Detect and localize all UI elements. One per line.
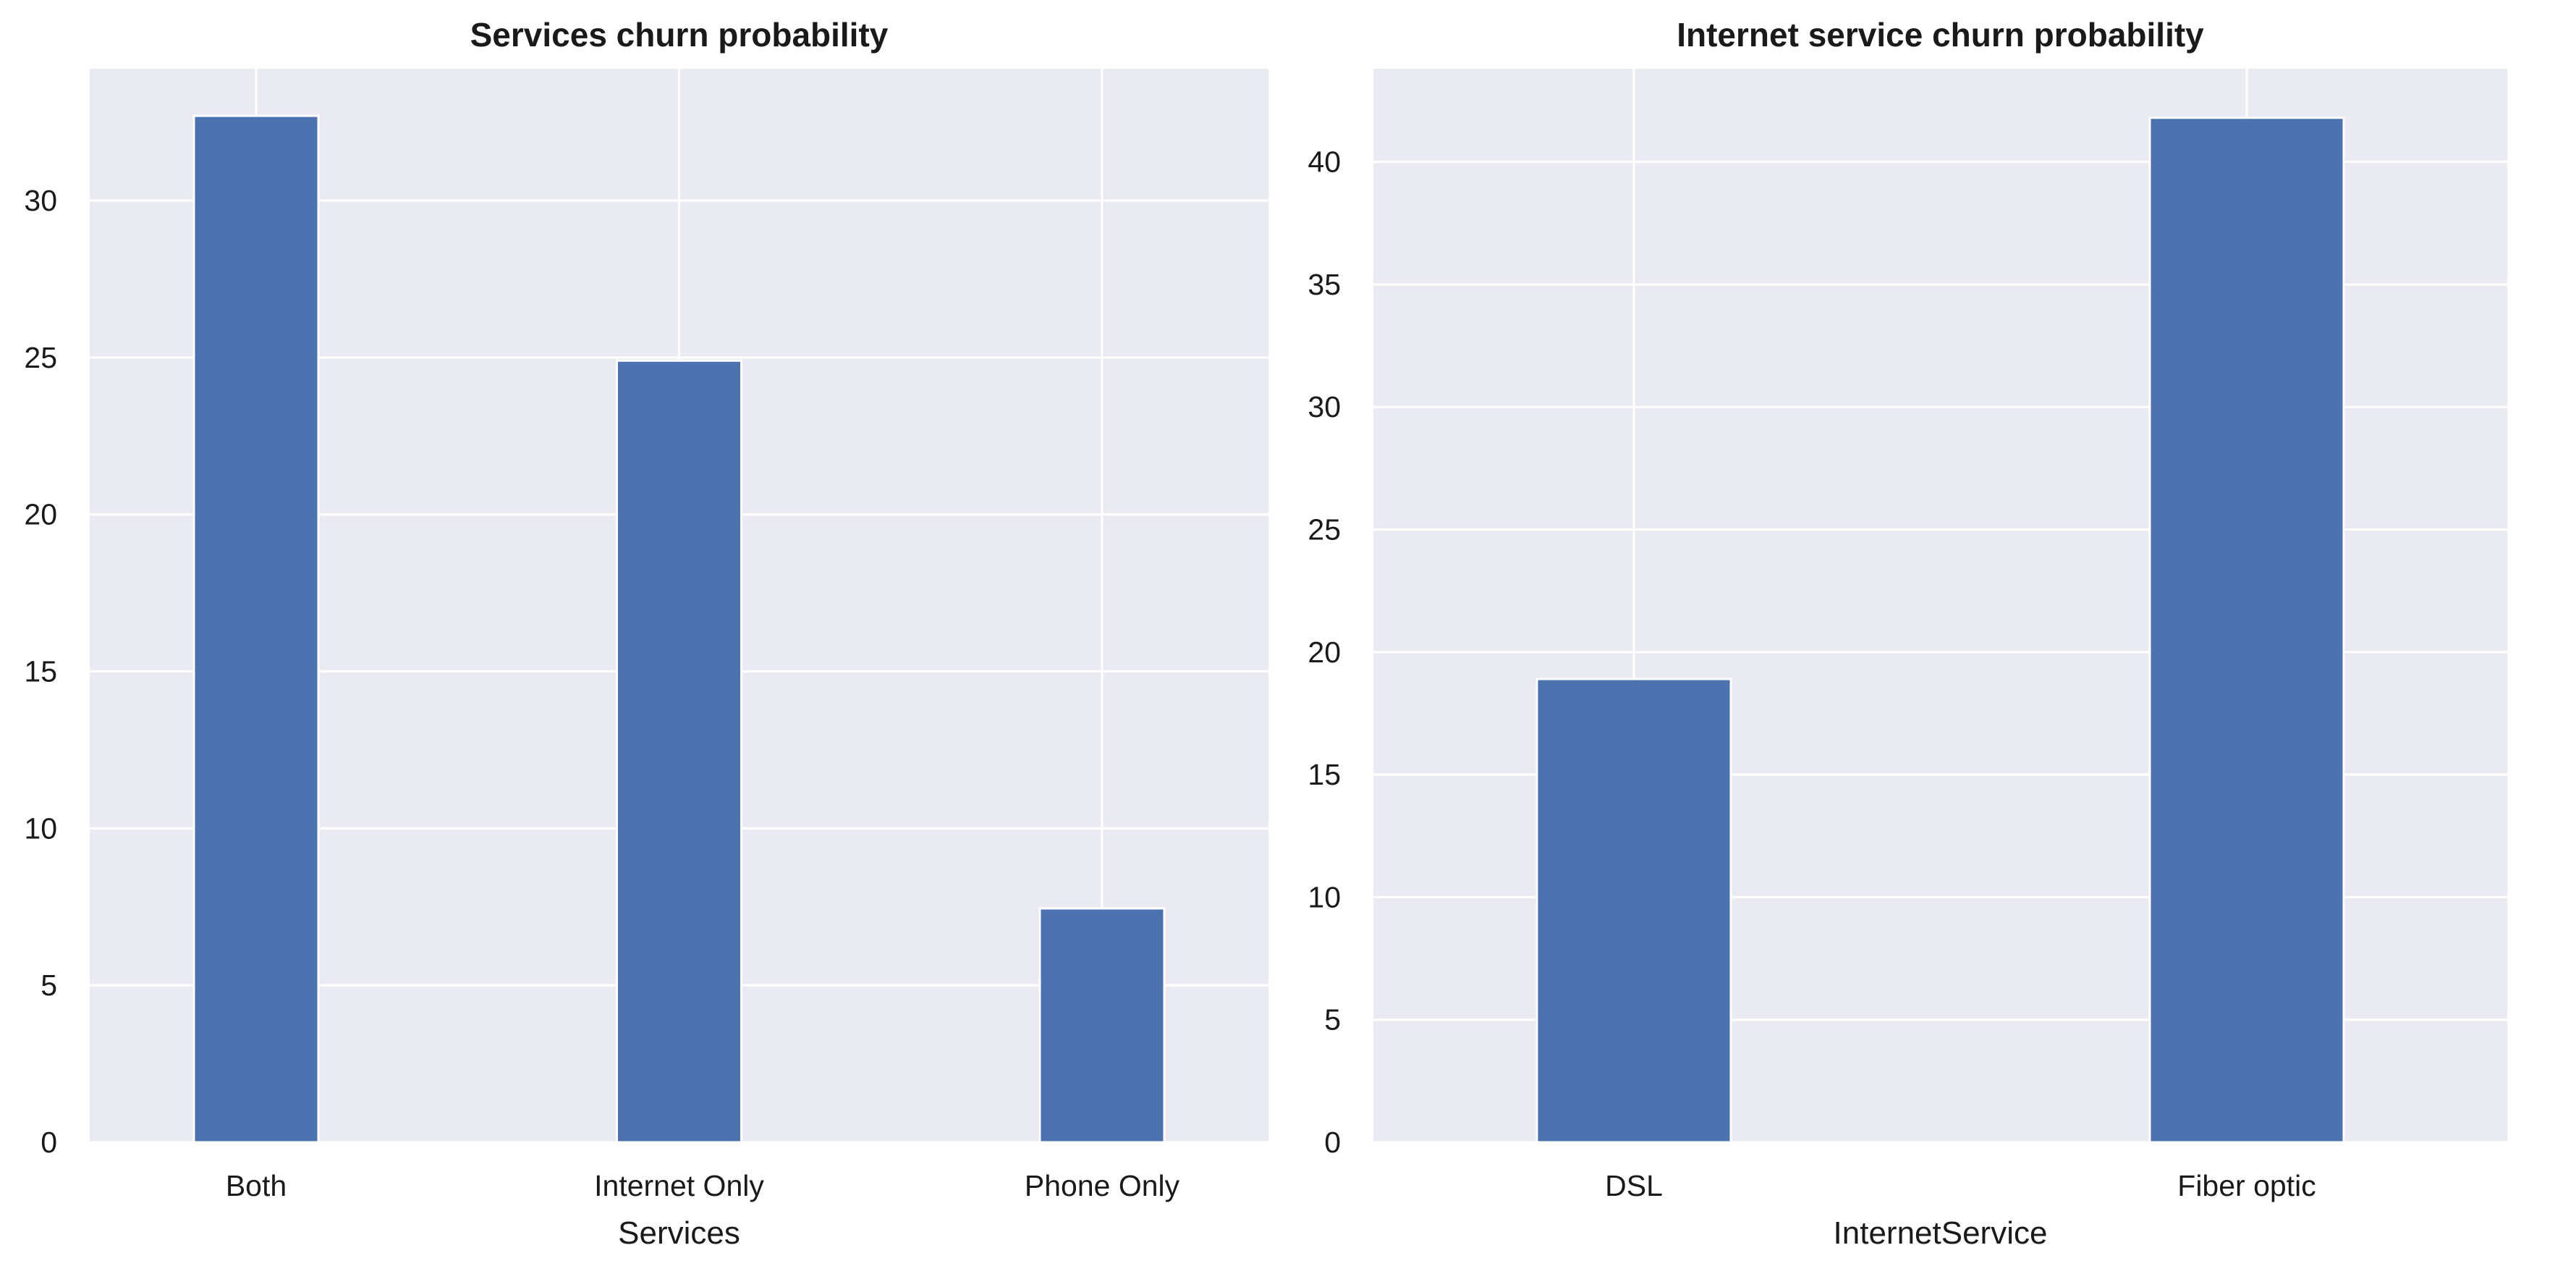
services-x-axis-label: Services [618,1215,740,1251]
services-y-axis: 0 5 10 15 20 25 30 [24,184,57,1159]
services-x-axis: Both Internet Only Phone Only [226,1169,1180,1202]
services-y-tick-label: 25 [24,341,57,374]
internet-service-y-axis: 0 5 10 15 20 25 30 35 40 [1308,145,1341,1159]
services-bar-phone-only [1038,907,1166,1144]
internet-service-bar-fiber-optic [2148,117,2345,1144]
internet-service-chart-title: Internet service churn probability [1677,16,2204,54]
internet-service-x-tick-label: Fiber optic [2177,1169,2316,1202]
internet-service-y-tick-label: 30 [1308,390,1341,423]
services-chart-title: Services churn probability [470,16,889,54]
services-bars [192,114,1166,1144]
services-y-tick-label: 20 [24,498,57,531]
services-x-tick-label: Both [226,1169,287,1202]
internet-service-bars [1535,117,2345,1144]
internet-service-y-tick-label: 0 [1324,1126,1341,1159]
internet-service-chart: 0 5 10 15 20 25 30 35 40 DSL Fiber optic Internet… [1308,16,2507,1251]
services-bar-internet-only [616,359,742,1144]
internet-service-y-tick-label: 20 [1308,636,1341,669]
services-x-tick-label: Internet Only [594,1169,764,1202]
internet-service-y-tick-label: 10 [1308,880,1341,914]
services-bar-both [192,114,320,1144]
internet-service-y-tick-label: 25 [1308,513,1341,547]
internet-service-bar-dsl [1535,678,1732,1144]
internet-service-x-tick-label: DSL [1605,1169,1663,1202]
services-x-tick-label: Phone Only [1025,1169,1180,1202]
services-y-tick-label: 30 [24,184,57,217]
services-y-tick-label: 15 [24,655,57,688]
internet-service-x-axis-label: InternetService [1834,1215,2048,1251]
services-y-tick-label: 10 [24,811,57,845]
internet-service-y-tick-label: 40 [1308,145,1341,179]
services-chart: 0 5 10 15 20 25 30 Both Internet Only Phone Only… [24,16,1268,1251]
services-y-tick-label: 0 [41,1126,57,1159]
internet-service-x-axis: DSL Fiber optic [1605,1169,2316,1202]
services-y-tick-label: 5 [41,969,57,1002]
internet-service-y-tick-label: 35 [1308,268,1341,301]
internet-service-y-tick-label: 15 [1308,758,1341,791]
internet-service-y-tick-label: 5 [1324,1003,1341,1037]
